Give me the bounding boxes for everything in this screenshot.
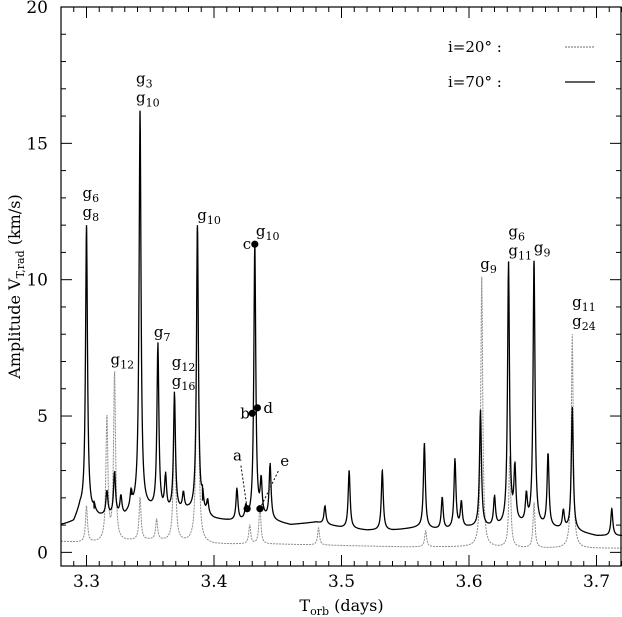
marked-point-d: d [253,399,273,417]
series-i20 [61,227,622,549]
svg-text:g8: g8 [83,203,100,224]
marked-point-c: c [243,235,259,253]
x-tick-label: 3.6 [455,572,482,592]
svg-text:g6: g6 [83,184,100,205]
peak-label: g10 [197,206,221,227]
x-tick-label: 3.3 [73,572,100,592]
svg-text:g3: g3 [136,70,153,91]
svg-text:g6: g6 [508,222,525,243]
y-tick-label: 0 [37,543,48,563]
peak-label: g9 [480,255,497,276]
legend: i=20° : i=70° : [448,38,595,91]
y-tick-label: 5 [37,407,48,427]
series-line [61,227,622,549]
svg-text:g11: g11 [572,293,596,314]
pointer-line [240,465,248,509]
x-axis-title: Torb (days) [299,596,383,617]
legend-label: i=20° : [448,38,502,56]
pointer-line [259,470,279,509]
series-layer [61,110,622,549]
svg-text:g12: g12 [111,350,135,371]
point-dot [253,404,261,412]
axis-titles: Torb (days) Amplitude VT,rad (km/s) [5,194,384,617]
peak-label: g9 [534,239,551,260]
series-i70 [61,110,622,537]
svg-text:g9: g9 [534,239,551,260]
svg-text:g11: g11 [508,241,532,262]
point-label: a [233,447,242,465]
marked-point-a: a [233,447,251,513]
legend-label: i=70° : [448,73,502,91]
svg-text:g10: g10 [197,206,221,227]
x-tick-label: 3.5 [328,572,355,592]
peak-label: g10 [256,222,280,243]
y-tick-label: 20 [26,0,48,18]
peak-label: g7 [154,323,171,344]
svg-text:g7: g7 [154,323,171,344]
series-line [61,110,622,537]
peak-label: g12 [111,350,135,371]
svg-text:g12: g12 [172,353,196,374]
svg-text:g10: g10 [256,222,280,243]
marked-point-e: e [256,452,289,513]
svg-text:g24: g24 [572,312,596,333]
svg-text:g10: g10 [136,89,160,110]
point-dot [251,240,259,248]
svg-text:g16: g16 [172,372,196,393]
point-label: b [240,404,250,422]
point-label: c [243,235,251,253]
point-dot [248,409,256,417]
x-tick-label: 3.4 [200,572,227,592]
axis-ticks: 3.3 3.4 3.5 3.6 3.7 0 5 10 15 20 [26,0,622,592]
point-dot [243,505,251,513]
marked-points: c b d a e [233,235,289,513]
y-tick-label: 15 [26,134,48,154]
svg-text:g9: g9 [480,255,497,276]
y-axis-title: Amplitude VT,rad (km/s) [5,194,27,379]
marked-point-b: b [240,404,256,422]
x-tick-label: 3.7 [583,572,610,592]
point-label: e [280,452,289,470]
y-tick-label: 10 [26,271,48,291]
point-label: d [263,399,273,417]
